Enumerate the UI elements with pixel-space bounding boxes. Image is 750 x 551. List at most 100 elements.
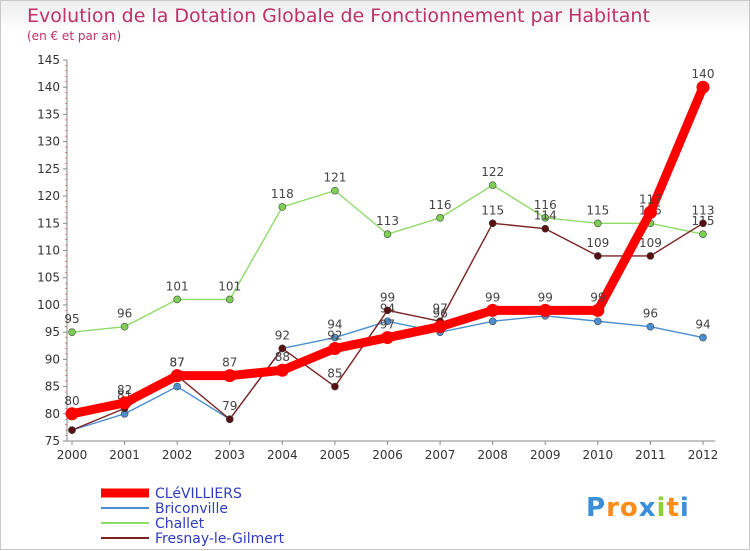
- data-point: [594, 317, 602, 326]
- data-label: 115: [481, 203, 504, 217]
- y-tick-label: 120: [37, 189, 60, 203]
- data-label: 122: [481, 165, 504, 179]
- data-point: [331, 382, 339, 391]
- logo-letter: P: [586, 493, 607, 523]
- data-point: [223, 369, 237, 383]
- data-label: 80: [64, 394, 79, 408]
- data-label: 99: [380, 290, 395, 304]
- data-label: 113: [692, 203, 715, 217]
- data-label: 97: [380, 318, 395, 332]
- legend-item-challet: Challet: [101, 516, 205, 532]
- data-point: [65, 407, 79, 421]
- data-point: [433, 320, 447, 334]
- data-label: 99: [485, 290, 500, 304]
- data-point: [646, 252, 655, 260]
- data-point: [225, 295, 234, 304]
- x-tick-label: 2003: [214, 448, 245, 462]
- data-label: 79: [222, 399, 237, 413]
- y-tick-label: 85: [45, 380, 60, 394]
- x-tick-label: 2000: [57, 448, 88, 462]
- data-point: [383, 317, 392, 326]
- series-challet: 9596101101118121113116122116115115115: [64, 165, 714, 336]
- legend-item-cl-villiers: CLéVILLIERS: [101, 486, 242, 502]
- data-label: 113: [376, 214, 399, 228]
- data-point: [68, 328, 76, 336]
- data-point: [643, 205, 657, 219]
- data-point: [699, 230, 707, 238]
- y-tick-label: 135: [37, 107, 60, 121]
- legend-label: Fresnay-le-Gilmert: [155, 531, 285, 547]
- data-label: 117: [639, 192, 662, 206]
- data-point: [488, 181, 497, 189]
- chart-title: Evolution de la Dotation Globale de Fonc…: [27, 5, 650, 27]
- logo-letter: o: [619, 493, 639, 523]
- data-label: 101: [166, 279, 189, 293]
- x-tick-label: 2008: [477, 448, 508, 462]
- y-tick-label: 145: [37, 53, 60, 67]
- data-label: 140: [692, 67, 715, 81]
- data-point: [541, 224, 550, 233]
- data-point: [486, 303, 500, 317]
- data-label: 99: [538, 290, 553, 304]
- data-label: 101: [218, 279, 241, 293]
- x-tick-label: 2006: [372, 448, 403, 462]
- data-point: [170, 369, 184, 383]
- data-label: 85: [327, 367, 342, 381]
- y-tick-label: 95: [45, 325, 60, 339]
- x-tick-label: 2004: [267, 448, 298, 462]
- data-point: [173, 382, 181, 391]
- x-tick-label: 2012: [688, 448, 719, 462]
- data-label: 114: [534, 209, 557, 223]
- data-point: [696, 80, 710, 94]
- x-tick-label: 2007: [425, 448, 456, 462]
- data-label: 109: [639, 236, 662, 250]
- data-label: 94: [695, 318, 710, 332]
- x-tick-label: 2011: [635, 448, 666, 462]
- proxiti-logo: Proxiti: [586, 493, 690, 523]
- data-label: 88: [275, 350, 290, 364]
- data-label: 96: [432, 307, 447, 321]
- y-tick-label: 125: [37, 162, 60, 176]
- y-tick-label: 100: [37, 298, 60, 312]
- data-label: 87: [170, 356, 185, 370]
- data-label: 118: [271, 187, 294, 201]
- logo-letter: x: [638, 493, 657, 523]
- data-label: 115: [586, 203, 609, 217]
- data-point: [541, 214, 550, 222]
- legend-item-briconville: Briconville: [101, 501, 228, 517]
- data-label: 92: [275, 328, 290, 342]
- data-point: [225, 415, 234, 424]
- y-tick-label: 90: [45, 352, 60, 366]
- data-point: [538, 303, 552, 317]
- data-point: [594, 219, 602, 228]
- data-label: 121: [323, 171, 346, 185]
- chart-subtitle: (en € et par an): [27, 29, 122, 43]
- data-label: 109: [586, 236, 609, 250]
- data-point: [118, 396, 132, 410]
- data-point: [436, 214, 444, 222]
- x-tick-label: 2010: [583, 448, 614, 462]
- data-label: 82: [117, 383, 132, 397]
- y-tick-label: 115: [37, 216, 60, 230]
- data-point: [120, 322, 129, 331]
- data-point: [68, 426, 76, 434]
- data-point: [591, 303, 605, 317]
- data-point: [278, 203, 287, 211]
- legend-label: Challet: [155, 516, 205, 532]
- logo-letter: i: [656, 493, 667, 523]
- y-tick-label: 110: [37, 244, 60, 258]
- data-point: [331, 186, 339, 195]
- data-point: [383, 230, 392, 238]
- y-tick-label: 80: [45, 407, 60, 421]
- data-point: [488, 219, 497, 228]
- x-tick-label: 2009: [530, 448, 561, 462]
- data-label: 94: [327, 318, 342, 332]
- logo-letter: i: [679, 493, 690, 523]
- x-tick-label: 2005: [320, 448, 351, 462]
- data-label: 92: [327, 328, 342, 342]
- x-tick-label: 2002: [162, 448, 193, 462]
